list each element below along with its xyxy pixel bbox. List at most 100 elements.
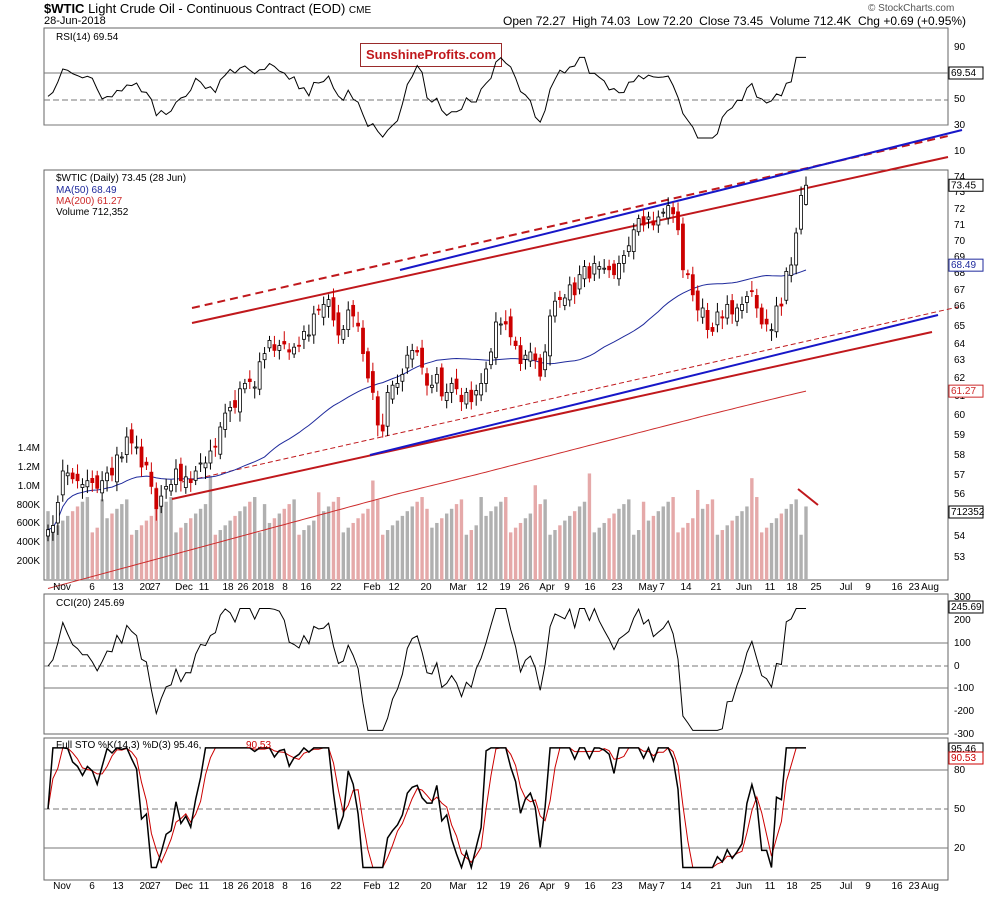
cci-line	[47, 607, 806, 731]
volume-bar	[110, 513, 114, 580]
volume-bar	[764, 527, 769, 580]
volume-bar	[528, 513, 533, 580]
volume-bar	[612, 513, 616, 580]
candle-body	[730, 300, 735, 315]
volume-bar	[193, 513, 198, 580]
cci-tick-label: 200	[954, 615, 971, 626]
volume-bar	[149, 515, 154, 580]
price-tick-label: 74	[954, 172, 966, 183]
candle-body	[439, 367, 444, 397]
sto-k-line	[47, 745, 806, 871]
date-axis-label: 11	[199, 582, 210, 593]
volume-bar	[696, 489, 700, 580]
candle-body	[479, 382, 484, 396]
candle-body	[110, 467, 114, 476]
volume-bar	[484, 515, 488, 580]
volume-bar	[213, 534, 218, 580]
volume-bar	[715, 534, 720, 580]
candle-body	[331, 297, 336, 321]
lower-red-trendline	[171, 331, 933, 500]
volume-bar	[105, 518, 109, 580]
candle-body	[484, 368, 488, 384]
date-axis-label: Aug	[921, 881, 939, 892]
candle-body	[498, 323, 503, 326]
volume-bar	[346, 527, 350, 580]
volume-bar	[243, 506, 247, 580]
candle-body	[759, 307, 764, 325]
candle-body	[415, 349, 420, 353]
candle-body	[695, 290, 700, 311]
volume-bar	[794, 499, 798, 580]
price-tick-label: 57	[954, 470, 966, 481]
volume-bar	[420, 497, 424, 580]
volume-value: Volume 712.4K	[769, 14, 852, 28]
volume-bar	[326, 506, 331, 580]
volume-bar	[504, 497, 508, 580]
ma200-value-box: 61.27	[951, 386, 976, 397]
volume-bar	[65, 515, 70, 580]
candle-body	[420, 347, 424, 368]
date-axis-label: 6	[89, 582, 95, 593]
candle-body	[804, 184, 808, 205]
cci-tick-label: -200	[954, 706, 974, 717]
volume-bar	[666, 501, 670, 580]
stockcharts-credit: © StockCharts.com	[868, 3, 955, 14]
volume-bar	[85, 497, 90, 580]
date-axis-label: 9	[865, 582, 871, 593]
date-axis-label: 7	[659, 582, 665, 593]
candle-body	[297, 344, 301, 347]
date-axis-label: Jun	[736, 582, 752, 593]
candle-body	[233, 400, 237, 408]
date-axis-label: 21	[710, 881, 722, 892]
candle-body	[361, 327, 365, 355]
volume-bar	[533, 485, 537, 580]
volume-bar	[356, 518, 360, 580]
candle-body	[676, 211, 680, 231]
candle-body	[390, 384, 395, 400]
date-axis-label: 18	[786, 582, 798, 593]
sto-d-line	[47, 747, 806, 868]
upper-blue-trendline	[399, 129, 963, 271]
candle-body	[351, 304, 356, 317]
sto-k-value-box: 95.46	[951, 744, 976, 755]
volume-bar	[641, 501, 646, 580]
candle-body	[617, 262, 621, 280]
price-tick-label: 67	[954, 285, 966, 296]
date-axis-label: 25	[810, 881, 822, 892]
exchange-label: CME	[348, 5, 372, 16]
candle-body	[247, 378, 252, 382]
candle-body	[449, 382, 454, 393]
date-axis-label: 11	[765, 582, 776, 593]
sto-d-value-box-box	[948, 751, 984, 765]
volume-bar	[459, 499, 464, 580]
candle-body	[228, 406, 233, 412]
volume-bar	[189, 518, 193, 580]
price-tick-label: 62	[954, 373, 966, 384]
volume-bar	[174, 532, 178, 580]
volume-bar	[134, 530, 139, 580]
candle-body	[267, 339, 272, 349]
symbol-label: $WTIC	[44, 1, 85, 16]
volume-tick-label: 1.2M	[18, 462, 40, 473]
volume-value-box-box	[948, 505, 984, 519]
date-axis-label: 12	[388, 582, 400, 593]
candle-body	[538, 357, 543, 377]
sto-tick-label: 50	[954, 804, 966, 815]
candle-body	[238, 388, 242, 413]
candle-body	[100, 480, 105, 494]
date-axis-label: 9	[564, 881, 570, 892]
volume-tick-label: 200K	[17, 556, 41, 567]
volume-bar	[297, 534, 301, 580]
volume-bar	[489, 511, 493, 580]
candle-body	[799, 194, 803, 230]
volume-bar	[558, 525, 562, 580]
volume-bar	[100, 499, 104, 580]
volume-bar	[646, 520, 651, 580]
candle-body	[548, 315, 552, 357]
candle-body	[277, 345, 282, 351]
candle-body	[46, 529, 50, 537]
volume-bar	[479, 497, 483, 580]
volume-bar	[622, 504, 626, 580]
candle-body	[582, 266, 587, 280]
